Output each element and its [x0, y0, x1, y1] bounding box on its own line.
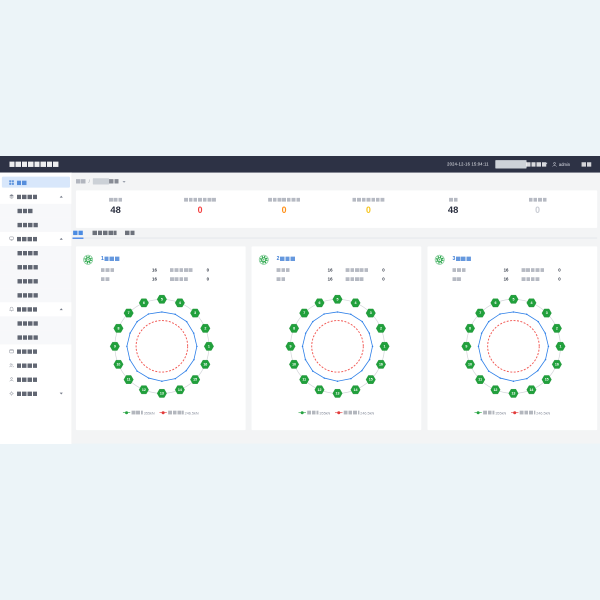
svg-text:1: 1 — [208, 344, 210, 348]
svg-text:9: 9 — [289, 344, 291, 348]
svg-text:12: 12 — [493, 387, 497, 391]
svg-text:14: 14 — [178, 387, 182, 391]
svg-text:10: 10 — [292, 362, 296, 366]
svg-text:15: 15 — [369, 377, 373, 381]
svg-text:16: 16 — [379, 362, 383, 366]
svg-text:11: 11 — [302, 377, 306, 381]
svg-text:16: 16 — [203, 362, 207, 366]
svg-text:3: 3 — [546, 311, 548, 315]
svg-text:12: 12 — [318, 387, 322, 391]
svg-text:15: 15 — [193, 377, 197, 381]
svg-text:1: 1 — [559, 344, 561, 348]
svg-text:10: 10 — [116, 362, 120, 366]
svg-text:16: 16 — [555, 362, 559, 366]
svg-text:7: 7 — [479, 311, 481, 315]
svg-text:4: 4 — [179, 301, 181, 305]
svg-text:9: 9 — [114, 344, 116, 348]
svg-text:2: 2 — [380, 326, 382, 330]
svg-text:7: 7 — [303, 311, 305, 315]
svg-text:5: 5 — [337, 297, 339, 301]
svg-text:11: 11 — [127, 377, 131, 381]
svg-text:4: 4 — [355, 301, 357, 305]
svg-text:13: 13 — [160, 391, 164, 395]
svg-text:6: 6 — [319, 301, 321, 305]
svg-text:5: 5 — [161, 297, 163, 301]
svg-text:14: 14 — [529, 387, 533, 391]
svg-text:5: 5 — [512, 297, 514, 301]
svg-text:2: 2 — [556, 326, 558, 330]
svg-text:3: 3 — [370, 311, 372, 315]
svg-text:2: 2 — [204, 326, 206, 330]
svg-text:13: 13 — [511, 391, 515, 395]
svg-text:3: 3 — [194, 311, 196, 315]
svg-text:9: 9 — [465, 344, 467, 348]
svg-text:4: 4 — [530, 301, 532, 305]
svg-text:8: 8 — [117, 326, 119, 330]
svg-text:12: 12 — [142, 387, 146, 391]
svg-text:14: 14 — [354, 387, 358, 391]
svg-text:1: 1 — [384, 344, 386, 348]
svg-text:8: 8 — [469, 326, 471, 330]
svg-text:10: 10 — [468, 362, 472, 366]
svg-text:13: 13 — [336, 391, 340, 395]
svg-text:6: 6 — [494, 301, 496, 305]
svg-text:8: 8 — [293, 326, 295, 330]
svg-text:6: 6 — [143, 301, 145, 305]
svg-text:11: 11 — [478, 377, 482, 381]
svg-text:15: 15 — [545, 377, 549, 381]
svg-text:7: 7 — [128, 311, 130, 315]
